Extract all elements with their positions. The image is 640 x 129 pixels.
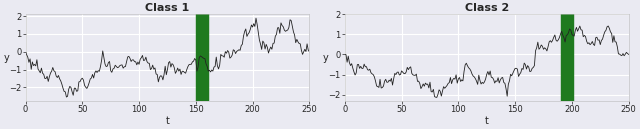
X-axis label: t: t: [166, 116, 170, 126]
Bar: [561, 14, 574, 101]
Bar: [196, 14, 209, 101]
Title: Class 2: Class 2: [465, 3, 509, 13]
Y-axis label: y: y: [3, 53, 9, 63]
Y-axis label: y: y: [323, 53, 328, 63]
X-axis label: t: t: [485, 116, 489, 126]
Title: Class 1: Class 1: [145, 3, 189, 13]
